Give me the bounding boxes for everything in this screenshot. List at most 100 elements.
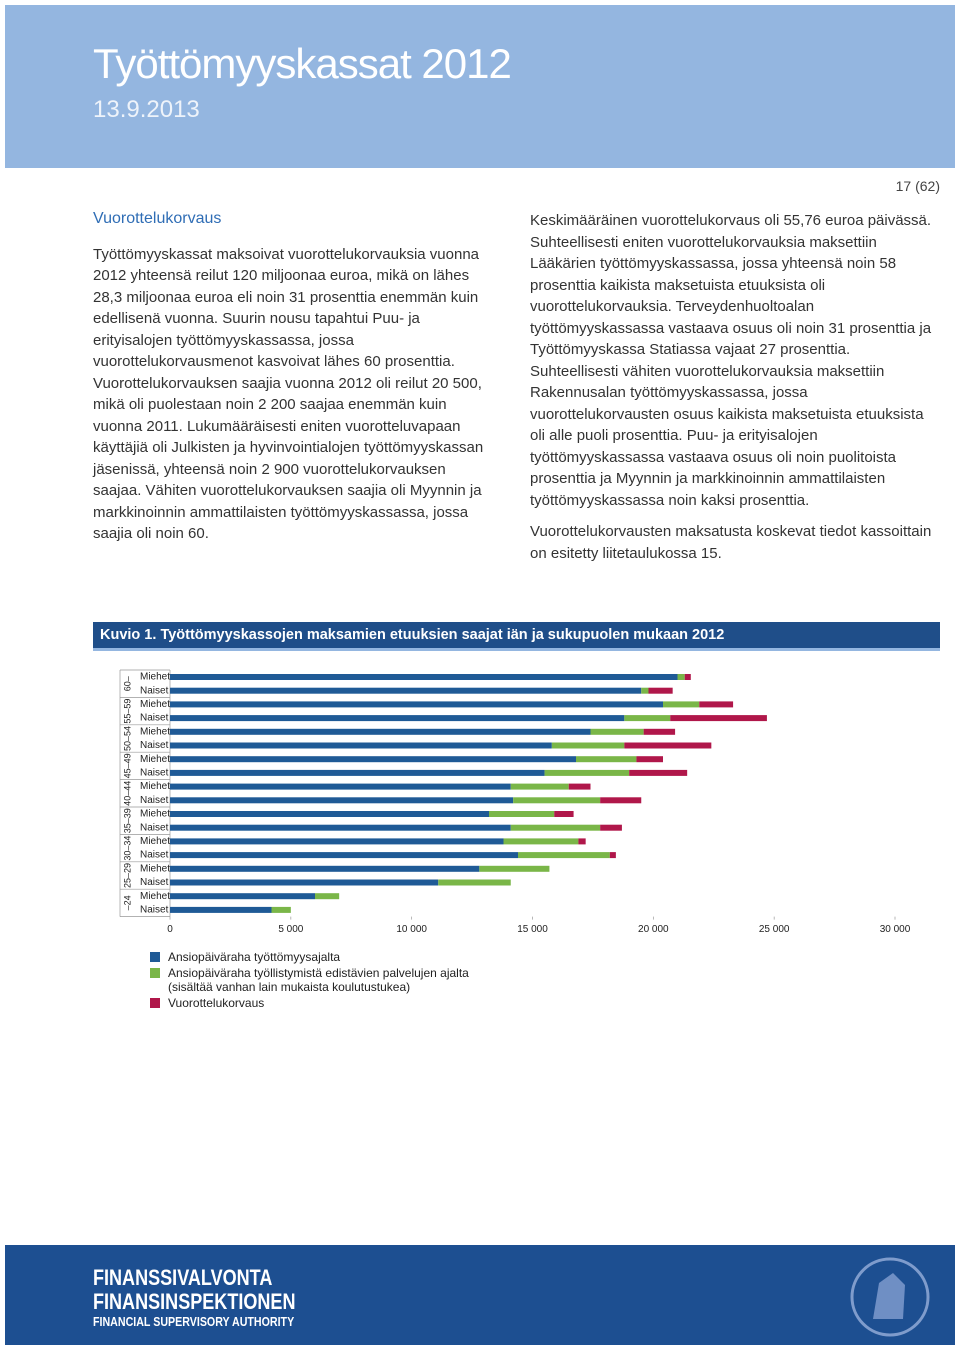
category-label: Naiset bbox=[140, 877, 169, 888]
category-label: Miehet bbox=[140, 863, 170, 874]
bar-segment bbox=[576, 756, 637, 763]
category-label: Naiset bbox=[140, 905, 169, 916]
x-tick-label: 5 000 bbox=[278, 924, 303, 935]
bar-segment bbox=[677, 674, 685, 680]
category-label: Miehet bbox=[140, 726, 170, 737]
group-label: –24 bbox=[122, 895, 132, 910]
category-label: Miehet bbox=[140, 809, 170, 820]
group-label: 25–29 bbox=[122, 863, 132, 888]
crest bbox=[850, 1257, 930, 1337]
category-label: Naiset bbox=[140, 822, 169, 833]
group-label: 50–54 bbox=[122, 726, 132, 751]
bar-segment bbox=[170, 865, 480, 872]
footer-line: FINANSSIVALVONTA bbox=[93, 1265, 273, 1290]
bar-segment bbox=[624, 742, 712, 749]
legend-item: Ansiopäiväraha työttömyysajalta bbox=[150, 950, 490, 964]
figure-title: Työttömyyskassojen maksamien etuuksien s… bbox=[160, 627, 725, 643]
legend-label: Vuorottelukorvaus bbox=[168, 996, 265, 1010]
bar-segment bbox=[170, 783, 511, 790]
x-tick-label: 10 000 bbox=[396, 924, 427, 935]
bar-segment bbox=[170, 879, 439, 886]
category-label: Naiset bbox=[140, 740, 169, 751]
figure-label: Kuvio 1. bbox=[100, 627, 157, 643]
legend: Ansiopäiväraha työttömyysajalta Ansiopäiv… bbox=[150, 950, 490, 1012]
bar-segment bbox=[170, 893, 315, 900]
category-label: Miehet bbox=[140, 699, 170, 710]
bar-segment bbox=[170, 728, 591, 735]
right-column: Keskimääräinen vuorottelukorvaus oli 55,… bbox=[530, 210, 940, 564]
bar-segment bbox=[510, 824, 601, 831]
bar-segment bbox=[551, 742, 625, 749]
bar-segment bbox=[170, 852, 518, 859]
bar-segment bbox=[503, 838, 579, 845]
crest-shape bbox=[873, 1273, 905, 1319]
page-date: 13.9.2013 bbox=[93, 96, 200, 123]
category-label: Naiset bbox=[140, 713, 169, 724]
bar-segment bbox=[600, 797, 642, 804]
bar-segment bbox=[170, 687, 642, 694]
header-band bbox=[5, 5, 955, 168]
bar-segment bbox=[641, 687, 649, 694]
category-label: Naiset bbox=[140, 768, 169, 779]
group-label: 45–49 bbox=[122, 753, 132, 778]
legend-swatch bbox=[150, 968, 160, 978]
figure-header: Kuvio 1. Työttömyyskassojen maksamien et… bbox=[93, 622, 940, 651]
bar-segment bbox=[518, 852, 610, 859]
bar-segment bbox=[170, 715, 625, 722]
group-label: 60– bbox=[122, 676, 132, 691]
bar-segment bbox=[170, 824, 511, 831]
category-label: Miehet bbox=[140, 672, 170, 683]
left-column: Vuorottelukorvaus Työttömyyskassat makso… bbox=[93, 208, 495, 545]
legend-swatch bbox=[150, 952, 160, 962]
bar-segment bbox=[636, 756, 663, 763]
chart: 60– 55–59 50–54 45–49 40–44 35–39 30–34 25–29 –2… bbox=[119, 669, 911, 935]
bar-segment bbox=[684, 674, 691, 680]
bar-segment bbox=[600, 824, 622, 831]
bar-segment bbox=[643, 728, 676, 735]
bar-segment bbox=[513, 797, 601, 804]
bar-segment bbox=[629, 769, 688, 776]
bar-segment bbox=[170, 742, 552, 749]
bar-segment bbox=[170, 811, 489, 817]
bar-segment bbox=[578, 838, 586, 845]
bar-segment bbox=[624, 715, 671, 722]
bar-segment bbox=[170, 769, 545, 776]
category-label: Miehet bbox=[140, 836, 170, 847]
bar-segment bbox=[170, 674, 678, 680]
group-label: 35–39 bbox=[122, 808, 132, 833]
legend-label: Ansiopäiväraha työllistymistä edistävien… bbox=[168, 966, 469, 994]
footer-line: FINANCIAL SUPERVISORY AUTHORITY bbox=[93, 1314, 295, 1329]
bar-segment bbox=[568, 783, 591, 790]
group-label: 30–34 bbox=[122, 836, 132, 861]
bar-segment bbox=[315, 893, 340, 900]
category-label: Miehet bbox=[140, 781, 170, 792]
paragraph: Keskimääräinen vuorottelukorvaus oli 55,… bbox=[530, 212, 932, 509]
category-label: Naiset bbox=[140, 685, 169, 696]
bar-segment bbox=[699, 701, 734, 708]
category-label: Naiset bbox=[140, 850, 169, 861]
bar-segment bbox=[590, 728, 644, 735]
bar-segment bbox=[648, 687, 673, 694]
bar-segment bbox=[479, 865, 550, 872]
section-heading: Vuorottelukorvaus bbox=[93, 210, 222, 227]
paragraph: Työttömyyskassat maksoivat vuorottelukor… bbox=[93, 245, 484, 543]
page-title: Työttömyyskassat 2012 bbox=[93, 40, 512, 87]
x-tick-label: 20 000 bbox=[638, 924, 669, 935]
x-tick-label: 0 bbox=[167, 924, 173, 935]
page-number: 17 (62) bbox=[895, 178, 940, 194]
bar-segment bbox=[170, 756, 576, 763]
bar-segment bbox=[170, 906, 272, 913]
x-tick-label: 15 000 bbox=[517, 924, 548, 935]
group-label: 55–59 bbox=[122, 699, 132, 724]
bar-segment bbox=[271, 906, 291, 913]
category-label: Miehet bbox=[140, 754, 170, 765]
legend-swatch bbox=[150, 998, 160, 1008]
footer: FINANSSIVALVONTA FINANSINSPEKTIONEN FINA… bbox=[5, 1245, 955, 1345]
bar-segment bbox=[609, 852, 616, 859]
legend-item: Ansiopäiväraha työllistymistä edistävien… bbox=[150, 966, 490, 994]
footer-line: FINANSINSPEKTIONEN bbox=[93, 1289, 296, 1314]
x-tick-label: 30 000 bbox=[880, 924, 911, 935]
x-tick-label: 25 000 bbox=[759, 924, 790, 935]
